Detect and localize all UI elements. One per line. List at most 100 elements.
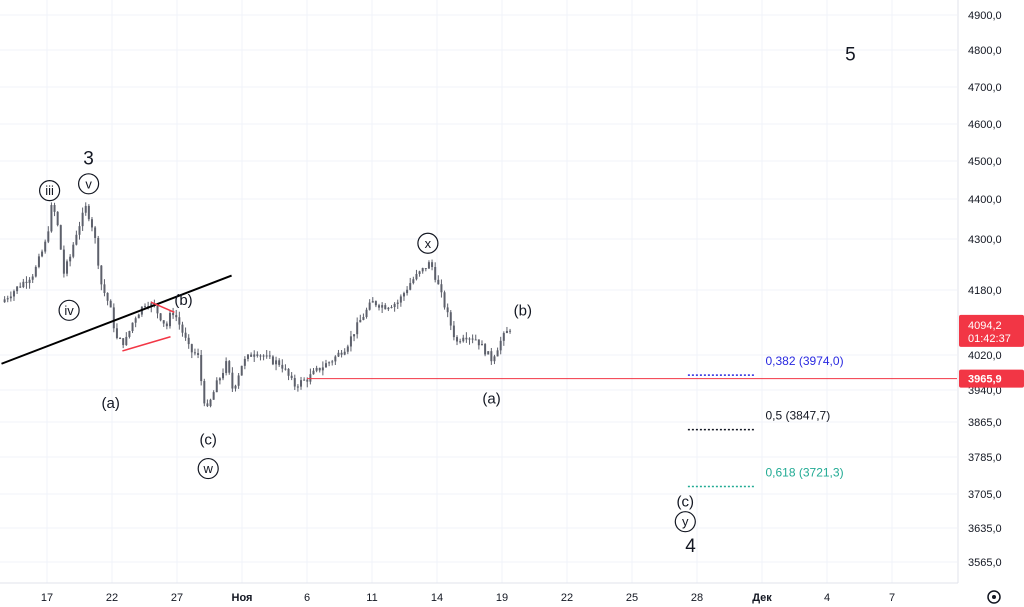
candle [446,303,449,318]
wave-label: (b) [174,292,192,309]
candle-body [44,241,47,252]
wave-circle [674,511,696,533]
candle-body [315,367,318,371]
candle [449,310,452,331]
candle [250,352,253,357]
price-axis[interactable]: 4900,0 4800,0 4700,0 4600,0 4500,0 4400,0 4300… [957,0,1024,583]
candle-body [165,323,168,327]
candle-body [16,286,19,292]
trendline-0[interactable] [1,274,232,365]
candle-body [22,281,25,288]
candle-body [406,289,409,294]
candle [359,314,362,323]
candle-body [184,332,187,338]
candle [103,279,106,297]
candle-body [343,351,346,355]
candle [140,306,143,317]
candle-body [437,279,440,285]
candle-body [418,271,421,275]
candle [275,356,278,371]
candle-body [340,352,343,355]
candle-body [328,362,331,364]
candle [81,207,84,231]
candle-body [240,365,243,376]
candle [452,321,455,341]
candle-body [128,331,131,337]
candle [203,378,206,407]
candle-body [402,293,405,297]
candle-body [365,309,368,317]
candle [222,368,225,381]
candle [434,262,437,283]
chart-settings-icon[interactable] [987,590,1001,604]
price-tick-label: 4300,0 [968,234,1002,246]
time-tick-label: 22 [561,592,573,604]
candle [406,286,409,296]
candle-body [90,219,93,228]
candle [371,297,374,303]
candle-body [125,336,128,346]
candle [418,270,421,277]
price-tick-label: 3865,0 [968,417,1002,429]
candle [480,340,483,346]
candle-body [505,330,508,334]
candle [6,295,9,303]
time-axis[interactable]: 17 22 27 Ноя 6 11 14 19 22 25 28 Дек 4 7 [0,582,1001,604]
candle-body [246,354,249,359]
candle [312,368,315,375]
candle-body [399,296,402,303]
candle-body [300,380,303,387]
candle-body [190,344,193,353]
candle [499,336,502,355]
candle [443,290,446,310]
candle-body [362,316,365,320]
candle [315,365,318,373]
trendline-2[interactable] [122,335,171,352]
candle-body [259,355,262,357]
candle-body [374,301,377,306]
candle [487,351,490,355]
candle-body [290,375,293,379]
candle-body [172,313,175,316]
trendlines[interactable] [1,274,958,380]
price-tick-label: 3705,0 [968,489,1002,501]
candle [240,365,243,376]
candle [84,202,87,216]
candle-body [312,370,315,375]
candle [87,204,90,222]
trendline-1[interactable] [150,301,175,314]
wave-circle [417,232,439,254]
wave-circle [197,457,219,480]
price-tick-label: 3940,0 [968,385,1002,397]
last-price-tag [959,314,1024,347]
candle-body [19,286,22,288]
candle [44,239,47,254]
candle-body [349,336,352,347]
candle-body [487,351,490,355]
candle-body [390,307,393,309]
time-tick-label: 19 [496,592,508,604]
fib-levels[interactable]: 0,382 (3974,0) 0,5 (3847,7) 0,618 (3721,3) [687,354,844,488]
candle-body [25,281,28,284]
candle [9,291,12,302]
wave-label: (b) [514,302,532,319]
wave-circle-text: v [85,176,92,191]
candle [462,334,465,343]
candle-body [275,360,278,365]
candle [168,310,171,329]
candle-body [100,265,103,285]
candle [56,211,59,227]
candle-body [490,351,493,362]
candle-body [144,306,147,308]
candle-body [12,291,15,297]
price-tick-label: 4400,0 [968,194,1002,206]
candle [243,356,246,370]
price-tick-label: 4700,0 [968,82,1002,94]
candle-body [496,350,499,357]
candle-body [215,380,218,393]
candle-body [225,361,228,373]
price-tick-label: 4800,0 [968,45,1002,57]
wave-circle [38,180,61,202]
candle-body [203,381,206,404]
